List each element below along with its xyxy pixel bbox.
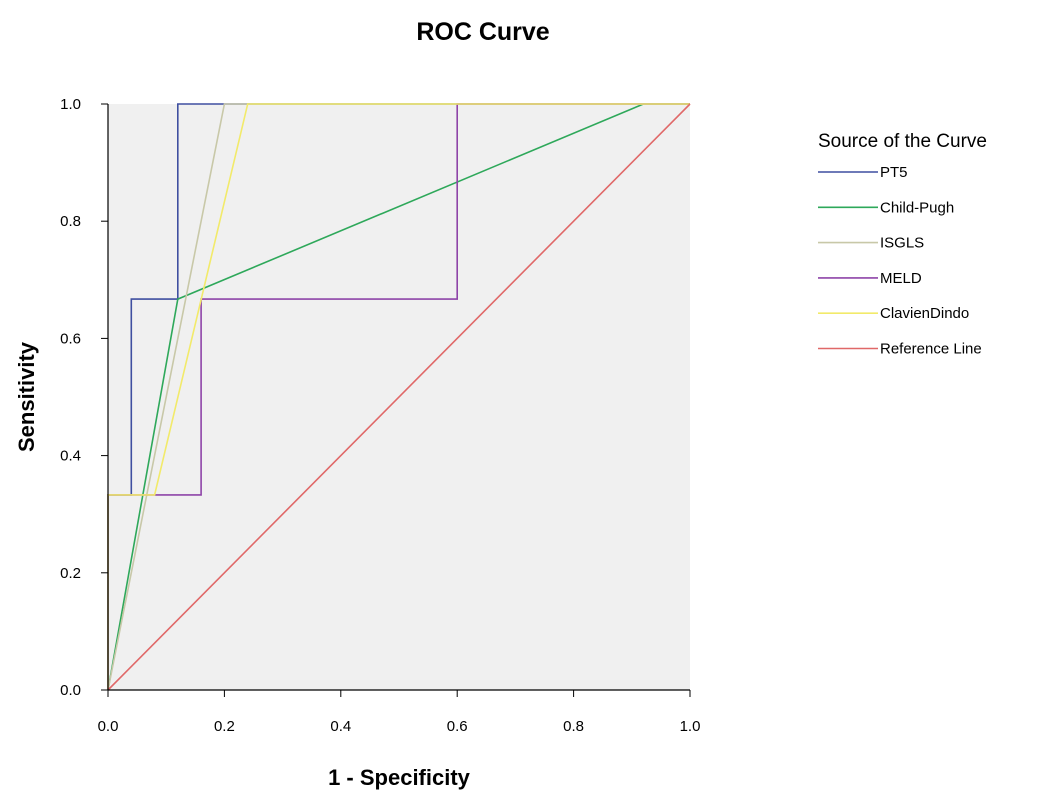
y-tick-label: 0.4 [60, 448, 81, 465]
x-tick-label: 0.2 [214, 718, 235, 735]
y-ticks: 0.0 0.2 0.4 0.6 0.8 1.0 [60, 96, 108, 699]
x-ticks: 0.0 0.2 0.4 0.6 0.8 1.0 [98, 690, 701, 735]
x-tick-label: 0.4 [330, 718, 351, 735]
legend-label-isgls: ISGLS [880, 235, 924, 252]
y-tick-label: 0.0 [60, 682, 81, 699]
legend: Source of the Curve PT5 Child-Pugh ISGLS ME… [818, 131, 987, 358]
y-axis-label: Sensitivity [14, 341, 39, 452]
legend-label-meld: MELD [880, 270, 922, 287]
y-tick-label: 1.0 [60, 96, 81, 113]
y-tick-label: 0.2 [60, 565, 81, 582]
x-tick-label: 0.8 [563, 718, 584, 735]
y-tick-label: 0.8 [60, 213, 81, 230]
legend-label-reference-line: Reference Line [880, 341, 982, 358]
x-tick-label: 0.6 [447, 718, 468, 735]
x-tick-label: 0.0 [98, 718, 119, 735]
chart-title: ROC Curve [416, 18, 549, 46]
legend-title: Source of the Curve [818, 131, 987, 152]
series-line-reference-line [107, 103, 691, 691]
x-tick-label: 1.0 [680, 718, 701, 735]
x-axis-label: 1 - Specificity [328, 765, 471, 790]
legend-label-pt5: PT5 [880, 164, 908, 181]
y-tick-label: 0.6 [60, 330, 81, 347]
legend-label-child-pugh: Child-Pugh [880, 199, 954, 216]
legend-label-claviendindo: ClavienDindo [880, 305, 969, 322]
legend-items: PT5 Child-Pugh ISGLS MELD ClavienDindo Refere… [818, 164, 982, 358]
